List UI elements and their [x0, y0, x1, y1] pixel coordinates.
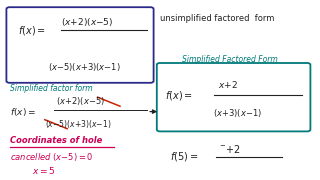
- FancyBboxPatch shape: [6, 7, 154, 83]
- Text: cancelled $(x{-}5){=}0$: cancelled $(x{-}5){=}0$: [10, 151, 93, 163]
- Text: $x{+}2$: $x{+}2$: [218, 79, 237, 90]
- Text: $x{=}5$: $x{=}5$: [32, 165, 56, 177]
- Text: $f(5){=}$: $f(5){=}$: [170, 150, 198, 163]
- Text: $f(x){=}$: $f(x){=}$: [18, 24, 45, 37]
- Text: Simplified factor form: Simplified factor form: [10, 84, 92, 93]
- Text: $f(x){=}$: $f(x){=}$: [10, 106, 36, 118]
- Text: $(x{-}5)(x{+}3)(x{-}1)$: $(x{-}5)(x{+}3)(x{-}1)$: [45, 118, 111, 130]
- Text: $(x{+}2)(x{-}5)$: $(x{+}2)(x{-}5)$: [61, 16, 113, 28]
- Text: $f(x){=}$: $f(x){=}$: [165, 89, 193, 102]
- FancyBboxPatch shape: [157, 63, 310, 131]
- Text: $(x{+}2)(x{-}5)$: $(x{+}2)(x{-}5)$: [56, 95, 105, 107]
- Text: Coordinates of hole: Coordinates of hole: [10, 136, 102, 145]
- Text: unsimplified factored  form: unsimplified factored form: [160, 14, 274, 22]
- Text: $(x{+}3)(x{-}1)$: $(x{+}3)(x{-}1)$: [213, 107, 262, 119]
- Text: Simplified Factored Form: Simplified Factored Form: [182, 55, 278, 64]
- Text: $(x{-}5)(x{+}3)(x{-}1)$: $(x{-}5)(x{+}3)(x{-}1)$: [48, 61, 121, 73]
- Text: $^{-}{+}2$: $^{-}{+}2$: [219, 143, 241, 155]
